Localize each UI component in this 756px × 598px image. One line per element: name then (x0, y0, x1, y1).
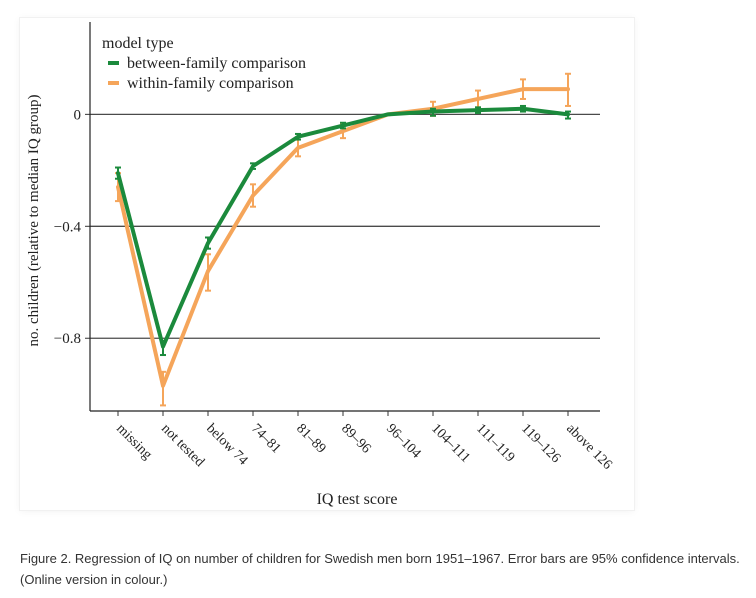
data-point (116, 171, 120, 175)
data-point (206, 241, 210, 245)
data-point (161, 384, 165, 388)
x-tick-label: 104–111 (428, 421, 473, 466)
data-point (476, 97, 480, 101)
legend-entry: within-family comparison (127, 75, 294, 92)
data-point (116, 185, 120, 189)
data-point (566, 112, 570, 116)
x-tick-label: 96–104 (383, 421, 423, 461)
series-layer (115, 72, 571, 407)
legend-entry: between-family comparison (127, 55, 306, 72)
data-point (431, 109, 435, 114)
data-point (296, 146, 300, 150)
data-point (386, 112, 390, 116)
data-point (251, 193, 255, 198)
y-tick-label: 0 (74, 107, 82, 123)
data-point (161, 345, 165, 349)
x-tick-label: above 126 (563, 421, 615, 473)
legend: model type between-family comparison withi… (102, 35, 306, 92)
data-point (566, 87, 570, 91)
x-tick-label: 111–119 (473, 421, 517, 465)
data-point (296, 135, 300, 139)
data-point (341, 123, 345, 128)
x-tick-label: below 74 (203, 421, 250, 468)
grid-lines (85, 113, 600, 339)
data-point (341, 129, 345, 133)
series-1 (115, 72, 571, 407)
y-tick-label: −0.4 (54, 219, 82, 235)
figure-panel: 0 −0.4 −0.8 missing not tested below 74 74–81 8… (20, 18, 634, 510)
axes (89, 22, 600, 416)
data-point (476, 108, 480, 112)
error-bar (160, 370, 166, 407)
x-tick-label: missing (113, 421, 154, 462)
plot-area (90, 22, 600, 411)
data-point (521, 87, 525, 91)
x-axis-label: IQ test score (317, 491, 398, 508)
x-tick-label: 119–126 (518, 421, 563, 466)
data-point (251, 164, 255, 168)
x-tick-label: 74–81 (248, 421, 283, 456)
x-tick-label: 89–96 (338, 421, 373, 456)
legend-title: model type (102, 35, 174, 52)
x-tick-label: not tested (158, 421, 207, 470)
x-tick-label: 81–89 (293, 421, 328, 456)
data-point (206, 269, 210, 273)
series-0 (115, 104, 571, 357)
y-tick-label: −0.8 (54, 331, 81, 347)
data-point (521, 107, 525, 111)
figure-caption: Figure 2. Regression of IQ on number of … (20, 551, 740, 587)
y-axis-label: no. children (relative to median IQ grou… (26, 94, 42, 346)
